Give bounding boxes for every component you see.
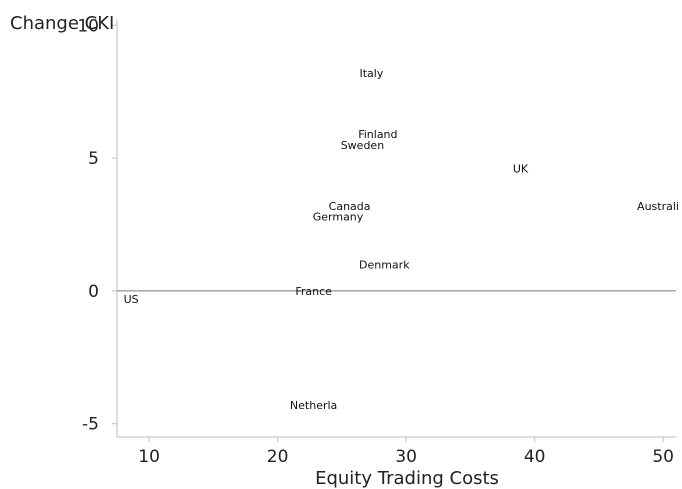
y-tick-label: 0 <box>88 282 99 302</box>
point-label-finland: Finland <box>358 128 397 141</box>
point-label-netherla: Netherla <box>290 399 337 412</box>
point-label-sweden: Sweden <box>341 139 384 152</box>
x-axis-title: Equity Trading Costs <box>315 468 499 489</box>
x-tick-label: 40 <box>524 447 546 467</box>
point-label-france: France <box>295 285 332 298</box>
y-tick-label: 5 <box>88 149 99 169</box>
x-tick-label: 30 <box>395 447 417 467</box>
axes <box>116 20 676 438</box>
x-tick-label: 10 <box>138 447 160 467</box>
y-tick-label: 10 <box>77 16 99 36</box>
y-axis-title: Change CKI <box>10 13 114 34</box>
y-tick-label: -5 <box>82 415 99 435</box>
point-label-australi: Australi <box>637 200 679 213</box>
point-label-uk: UK <box>513 163 529 176</box>
x-tick-label: 20 <box>267 447 289 467</box>
point-label-italy: Italy <box>360 67 384 80</box>
point-label-us: US <box>124 293 139 306</box>
x-tick-label: 50 <box>652 447 674 467</box>
point-label-denmark: Denmark <box>359 258 410 271</box>
point-label-germany: Germany <box>313 211 364 224</box>
point-label-canada: Canada <box>329 200 371 213</box>
